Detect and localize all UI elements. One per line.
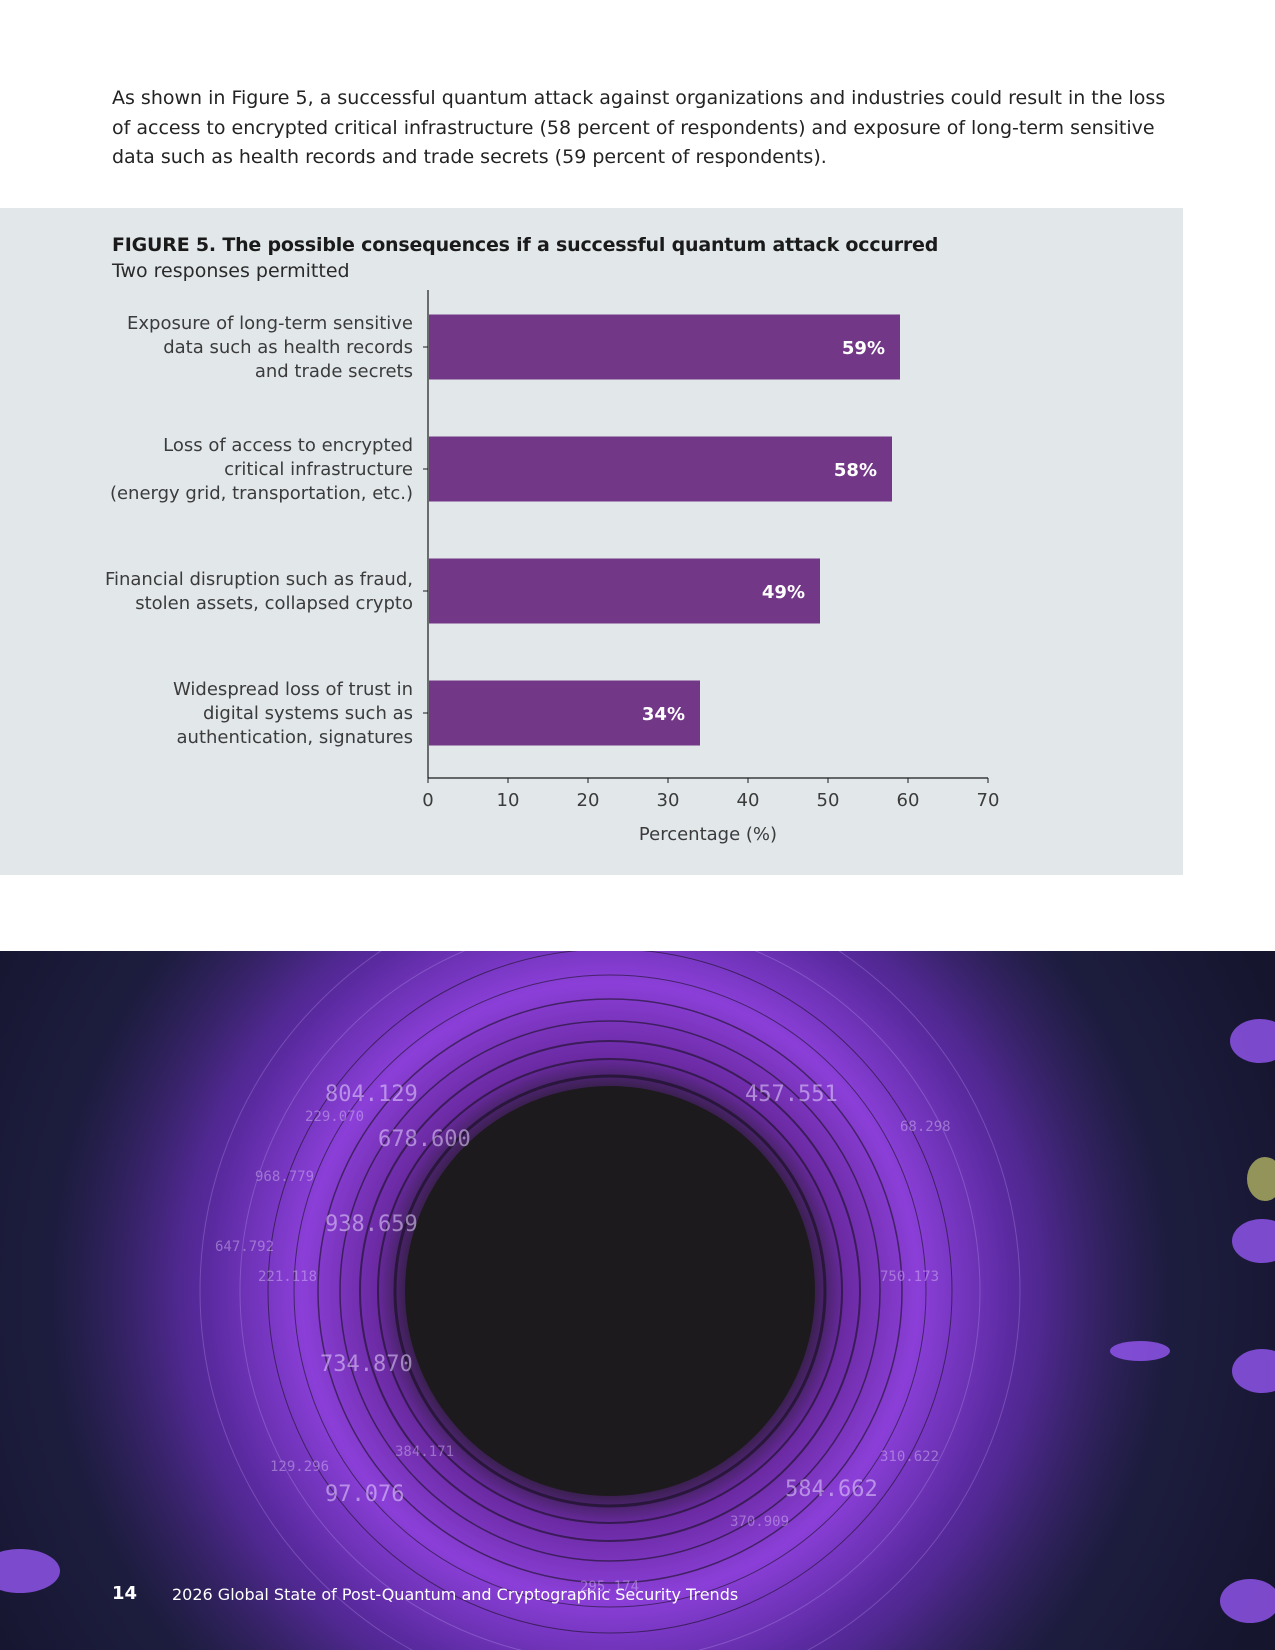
svg-text:457.551: 457.551 bbox=[745, 1082, 838, 1107]
bar-value-label: 59% bbox=[842, 338, 885, 359]
bar-3 bbox=[429, 558, 820, 624]
x-axis-title: Percentage (%) bbox=[639, 824, 777, 845]
svg-text:129.296: 129.296 bbox=[270, 1459, 329, 1475]
bar-value-label: 34% bbox=[642, 704, 685, 725]
svg-text:584.662: 584.662 bbox=[785, 1477, 878, 1502]
bar-4 bbox=[429, 680, 700, 746]
x-tick-label: 10 bbox=[497, 790, 520, 811]
svg-text:229.070: 229.070 bbox=[305, 1109, 364, 1125]
svg-text:68.298: 68.298 bbox=[900, 1119, 951, 1135]
svg-text:678.600: 678.600 bbox=[378, 1127, 471, 1152]
svg-text:310.622: 310.622 bbox=[880, 1449, 939, 1465]
category-label: Widespread loss of trust in digital syste… bbox=[173, 679, 413, 748]
svg-text:370.909: 370.909 bbox=[730, 1514, 789, 1530]
x-tick-label: 30 bbox=[657, 790, 680, 811]
svg-text:938.659: 938.659 bbox=[325, 1212, 418, 1237]
bar-chart: 59% Exposure of long-term sensitive data s… bbox=[105, 290, 1000, 845]
x-tick-label: 20 bbox=[577, 790, 600, 811]
svg-text:734.870: 734.870 bbox=[320, 1352, 413, 1377]
category-label: Exposure of long-term sensitive data such… bbox=[127, 313, 413, 382]
page-number: 14 bbox=[112, 1583, 138, 1604]
hero-image-quantum-tunnel: 804.129 678.600 938.659 734.870 97.076 5… bbox=[0, 951, 1275, 1650]
intro-paragraph: As shown in Figure 5, a successful quant… bbox=[112, 87, 1166, 168]
bar-value-label: 58% bbox=[834, 460, 877, 481]
x-tick-label: 70 bbox=[977, 790, 1000, 811]
category-label: Loss of access to encrypted critical infr… bbox=[110, 435, 413, 504]
x-tick-label: 50 bbox=[817, 790, 840, 811]
x-tick-label: 60 bbox=[897, 790, 920, 811]
figure-subtitle: Two responses permitted bbox=[112, 260, 350, 282]
figure-title: FIGURE 5. The possible consequences if a… bbox=[112, 234, 939, 256]
svg-text:804.129: 804.129 bbox=[325, 1082, 418, 1107]
bar-1 bbox=[429, 314, 900, 380]
svg-text:295.174: 295.174 bbox=[580, 1579, 639, 1595]
svg-text:221.118: 221.118 bbox=[258, 1269, 317, 1285]
bar-value-label: 49% bbox=[762, 582, 805, 603]
x-tick-label: 0 bbox=[422, 790, 433, 811]
svg-text:384.171: 384.171 bbox=[395, 1444, 454, 1460]
svg-text:750.173: 750.173 bbox=[880, 1269, 939, 1285]
tunnel-illustration: 804.129 678.600 938.659 734.870 97.076 5… bbox=[0, 951, 1275, 1650]
svg-text:968.779: 968.779 bbox=[255, 1169, 314, 1185]
bar-2 bbox=[429, 436, 892, 502]
x-tick-label: 40 bbox=[737, 790, 760, 811]
footer-document-title: 2026 Global State of Post-Quantum and Cr… bbox=[172, 1585, 739, 1604]
category-label: Financial disruption such as fraud, stole… bbox=[105, 569, 413, 614]
svg-text:647.792: 647.792 bbox=[215, 1239, 274, 1255]
svg-text:97.076: 97.076 bbox=[325, 1482, 404, 1507]
